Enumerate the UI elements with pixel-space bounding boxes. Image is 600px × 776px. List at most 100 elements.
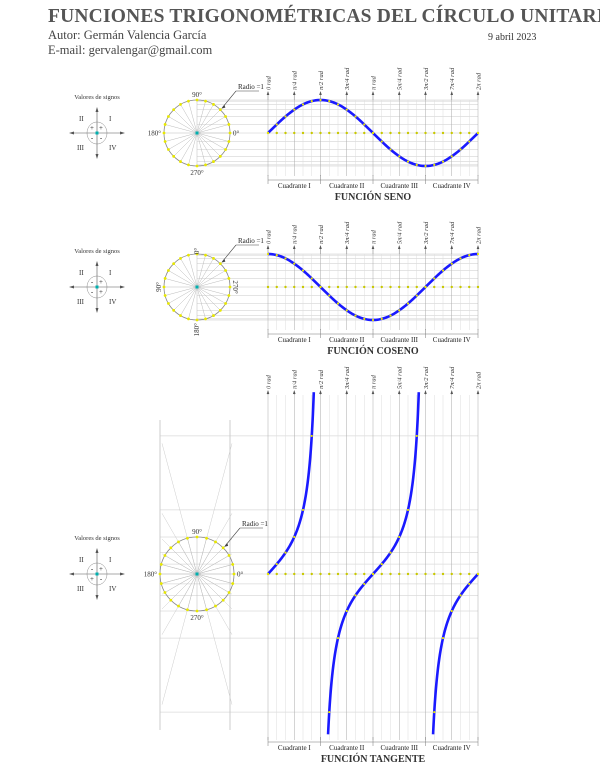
curve-marker [450,155,453,158]
curve-marker [441,269,445,272]
circle-marker [169,546,173,550]
arrow-icon [397,390,401,394]
circle-marker [162,131,166,135]
quadrant-label: Cuadrante III [380,182,418,190]
arrow-icon [450,390,454,394]
curve-marker [468,582,471,586]
circle-marker [195,609,199,613]
circle-marker [163,277,167,280]
radius-line [196,541,216,575]
curve-marker [266,131,270,135]
tick-label: 7π/4 rad [449,366,456,389]
circle-marker [227,591,231,594]
circle-marker [232,572,236,576]
axis-marker [310,285,313,289]
tick-label: π/2 rad [318,224,325,244]
quadrant-roman-IV: IV [109,298,116,306]
circle-marker [187,99,190,103]
curve-marker [293,262,296,265]
circle-marker [227,294,231,297]
axis-marker [354,131,357,135]
axis-marker [345,285,348,289]
circle-marker [179,257,182,260]
axis-marker [380,572,383,576]
radius-line [180,104,198,134]
curve-marker [328,710,331,714]
radius-line [196,132,226,150]
sign-III: - [91,134,94,142]
circle-marker [162,285,166,289]
circle-marker [172,262,176,266]
radius-line [196,573,216,607]
panel-coseno: Valores de signos+I-II-III+IV0 rad π/4 ra… [69,221,482,357]
curve-marker [319,98,322,102]
circle-marker [227,277,231,280]
circle-marker [204,317,207,321]
axis-marker [398,131,401,135]
radius-line [196,132,214,162]
angle-label-left: 180° [148,130,162,138]
angle-label-right: 0° [233,130,240,138]
arrow-icon [345,390,349,394]
quadrant-roman-III: III [77,298,85,306]
radius-line [165,132,198,142]
curve-marker [319,285,322,289]
quadrant-label: Cuadrante I [278,182,312,190]
curve-marker [433,710,436,714]
curve-marker [284,551,287,554]
radius-line [196,124,229,134]
axis-marker [310,131,313,135]
radius-line [196,263,221,288]
author: Autor: Germán Valencia García [48,28,207,42]
curve-marker [441,636,445,640]
sign-circle [86,121,108,145]
radius-line [196,564,233,575]
curve-marker [310,434,313,438]
sign-circle [86,275,108,299]
quadrant-label: Cuadrante III [380,744,418,752]
tick-label: 3π/2 rad [423,221,430,245]
curve-marker [398,309,401,312]
tick-label: π rad [370,75,377,90]
curve-marker [380,140,383,143]
radius-line [188,101,198,134]
sign-II: - [91,565,94,573]
sign-II: + [90,124,94,132]
curve-marker [371,572,375,576]
radius-label: Radio =1 [242,520,268,528]
circle-marker [177,604,180,608]
radius-line [168,286,198,304]
axis-marker [415,131,418,135]
circle-marker [179,160,182,163]
curve-marker [398,155,401,158]
circle-marker [224,302,227,305]
arrow-icon [266,245,270,249]
tick-label: π rad [370,374,377,389]
circle-marker [205,608,208,612]
arrow-icon [371,91,375,95]
sign-I: + [99,278,103,286]
arrow-icon [371,245,375,249]
curve-marker [301,103,305,106]
tick-label: π/4 rad [292,369,299,389]
angle-label-bottom: 270° [190,169,204,177]
function-title: FUNCIÓN SENO [335,191,412,203]
sign-I: + [99,124,103,132]
axis-marker [336,285,340,289]
circle-marker [172,308,176,312]
axis-marker [441,131,445,135]
radius-line [196,132,221,157]
radius-line [161,573,198,584]
circle-marker [163,554,167,557]
circle-marker [163,294,167,297]
radius-label: Radio =1 [238,237,264,245]
axis-marker [319,572,322,576]
arrow-icon [95,107,99,112]
curve-marker [266,252,270,256]
circle-marker [179,314,182,317]
axis-marker [424,131,427,135]
tick-label: 3π/2 rad [423,67,430,91]
quadrant-label: Cuadrante IV [433,744,471,752]
arrow-icon [95,261,99,266]
quadrant-roman-III: III [77,585,85,593]
